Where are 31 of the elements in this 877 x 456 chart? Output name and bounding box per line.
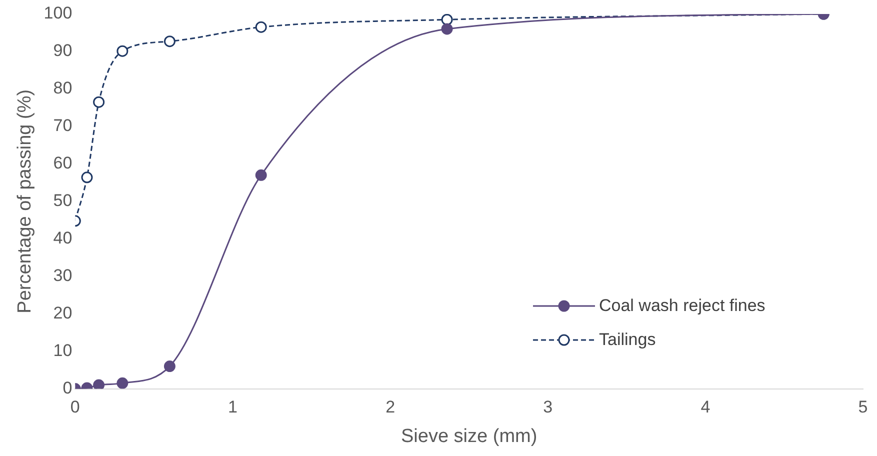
x-tick-label: 2 (386, 398, 396, 417)
y-tick-label: 50 (53, 191, 72, 210)
point (164, 36, 176, 48)
point (116, 377, 128, 389)
point (93, 96, 105, 108)
y-tick-label: 0 (62, 378, 72, 398)
point (441, 14, 453, 26)
point (116, 45, 128, 57)
x-axis-title: Sieve size (mm) (400, 426, 538, 447)
point (81, 172, 93, 184)
x-tick-label: 1 (228, 398, 238, 417)
y-tick-label: 30 (53, 266, 72, 286)
y-tick-label: 80 (53, 78, 72, 98)
legend-label: Coal wash reject fines (599, 296, 766, 316)
point (255, 21, 267, 33)
y-tick-label: 20 (53, 304, 72, 323)
y-tick-label: 40 (53, 228, 72, 248)
y-tick-label: 100 (44, 4, 72, 23)
x-tick-label: 5 (858, 398, 868, 417)
point (441, 23, 453, 35)
point (255, 169, 267, 181)
y-tick-label: 10 (53, 341, 72, 360)
point (164, 360, 176, 372)
y-tick-label: 70 (53, 116, 72, 136)
legend-label: Tailings (599, 330, 656, 350)
point (93, 379, 105, 389)
x-tick-label: 3 (543, 398, 553, 417)
y-axis-title: Percentage of passing (%) (14, 89, 36, 314)
x-tick-label: 4 (700, 398, 710, 417)
y-tick-label: 60 (53, 154, 72, 173)
y-tick-label: 90 (53, 41, 72, 60)
